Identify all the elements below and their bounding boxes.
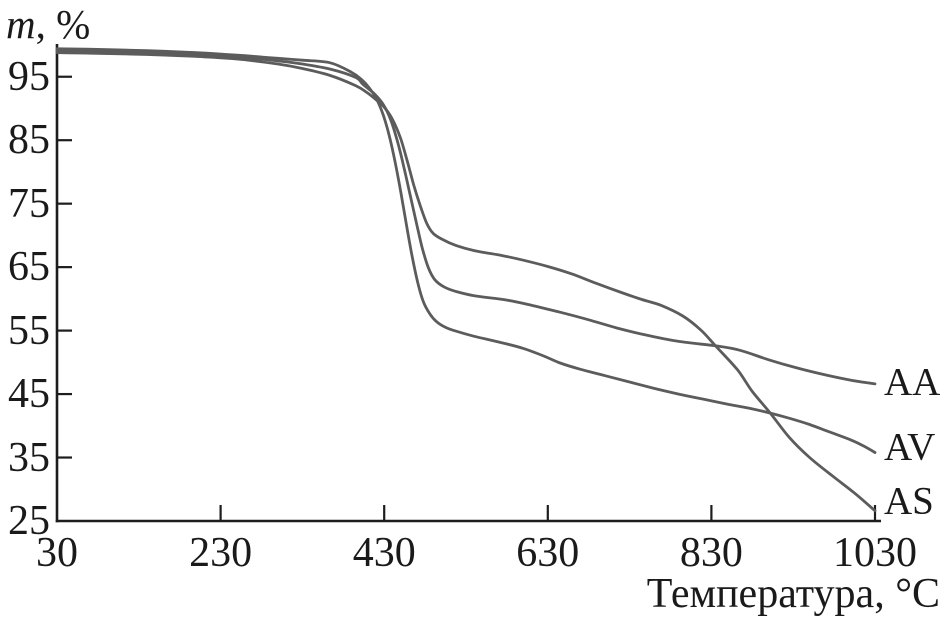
x-axis-title: Температура, °C bbox=[646, 571, 940, 617]
curve-label-AA: AA bbox=[884, 360, 941, 404]
curve-label-AV: AV bbox=[884, 425, 936, 469]
curve-AS bbox=[55, 51, 877, 513]
x-tick-label: 1030 bbox=[833, 530, 917, 576]
y-tick-label: 95 bbox=[8, 53, 50, 100]
y-tick-label: 85 bbox=[8, 117, 50, 164]
y-axis-title: m, % bbox=[6, 4, 90, 45]
curve-AV bbox=[55, 47, 877, 454]
y-tick-label: 75 bbox=[8, 180, 50, 227]
curve-label-AS: AS bbox=[884, 479, 934, 523]
x-tick-label: 830 bbox=[679, 530, 743, 576]
x-tick-label: 30 bbox=[36, 530, 78, 576]
x-tick-label: 430 bbox=[352, 530, 416, 576]
axes bbox=[55, 44, 881, 523]
y-tick-label: 45 bbox=[8, 371, 50, 418]
y-tick-label: 65 bbox=[8, 244, 50, 291]
y-tick-label: 55 bbox=[8, 307, 50, 354]
y-axis-title-unit: , % bbox=[35, 1, 91, 47]
x-tick-label: 230 bbox=[189, 530, 253, 576]
curves bbox=[55, 47, 877, 513]
x-tick-label: 630 bbox=[516, 530, 580, 576]
y-tick-label: 35 bbox=[8, 434, 50, 481]
y-axis-title-symbol: m bbox=[6, 1, 36, 47]
y-tick-label: 25 bbox=[8, 498, 50, 544]
tick-marks bbox=[57, 75, 877, 521]
